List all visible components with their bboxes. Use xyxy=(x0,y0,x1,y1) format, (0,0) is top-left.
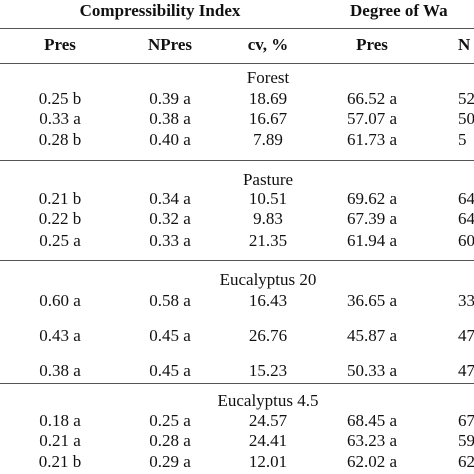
column-header: NPres xyxy=(147,35,193,54)
cell: 0.28 b xyxy=(38,130,82,149)
cell: 0.45 a xyxy=(149,361,191,380)
cell: 7.89 xyxy=(253,130,283,149)
cell: 63.23 a xyxy=(346,431,398,450)
cell: 0.43 a xyxy=(39,326,81,345)
cell: 0.33 a xyxy=(149,231,191,250)
cell: 0.40 a xyxy=(149,130,191,149)
cell: 16.43 xyxy=(248,291,288,310)
cell: 0.25 b xyxy=(38,89,82,108)
rule xyxy=(0,28,474,29)
cell: 18.69 xyxy=(248,89,288,108)
rule xyxy=(0,260,474,261)
cell: 15.23 xyxy=(248,361,288,380)
cell: 10.51 xyxy=(248,189,288,208)
cell: 61.94 a xyxy=(346,231,398,250)
cell: 21.35 xyxy=(248,231,288,250)
column-header: N xyxy=(458,35,471,54)
cell: 0.29 a xyxy=(149,452,191,471)
cell: 62.02 a xyxy=(346,452,398,471)
cell: 47 xyxy=(458,361,474,380)
cell: 0.21 b xyxy=(38,452,82,471)
cell: 59 xyxy=(458,431,474,450)
cell: 61.73 a xyxy=(346,130,398,149)
cell: 0.22 b xyxy=(38,209,82,228)
column-header: Pres xyxy=(356,35,388,54)
cell: 16.67 xyxy=(248,109,288,128)
cell: 9.83 xyxy=(253,209,283,228)
cell: 69.62 a xyxy=(346,189,398,208)
column-header: cv, % xyxy=(247,35,289,54)
cell: 0.45 a xyxy=(149,326,191,345)
cell: 26.76 xyxy=(248,326,288,345)
cell: 60 xyxy=(458,231,474,250)
cell: 67.39 a xyxy=(346,209,398,228)
section-label: Eucalyptus 4.5 xyxy=(217,391,319,410)
cell: 57.07 a xyxy=(346,109,398,128)
cell: 0.34 a xyxy=(149,189,191,208)
cell: 24.41 xyxy=(248,431,288,450)
cell: 47 xyxy=(458,326,474,345)
cell: 24.57 xyxy=(248,411,288,430)
cell: 0.25 a xyxy=(149,411,191,430)
cell: 64 xyxy=(458,209,474,228)
cell: 36.65 a xyxy=(346,291,398,310)
cell: 0.38 a xyxy=(149,109,191,128)
group-header: Compressibility Index xyxy=(79,1,241,20)
cell: 62 xyxy=(458,452,474,471)
rule xyxy=(0,383,474,384)
cell: 67 xyxy=(458,411,474,430)
cell: 45.87 a xyxy=(346,326,398,345)
cell: 33 xyxy=(458,291,474,310)
column-header: Pres xyxy=(44,35,76,54)
cell: 0.60 a xyxy=(39,291,81,310)
cell: 0.21 a xyxy=(39,431,81,450)
cell: 0.25 a xyxy=(39,231,81,250)
cell: 0.18 a xyxy=(39,411,81,430)
cell: 0.21 b xyxy=(38,189,82,208)
section-label: Pasture xyxy=(242,170,294,189)
cell: 0.33 a xyxy=(39,109,81,128)
cell: 66.52 a xyxy=(346,89,398,108)
group-header: Degree of Wa xyxy=(350,1,448,20)
cell: 5 xyxy=(458,130,467,149)
section-label: Forest xyxy=(246,68,290,87)
cell: 0.39 a xyxy=(149,89,191,108)
cell: 50.33 a xyxy=(346,361,398,380)
cell: 0.58 a xyxy=(149,291,191,310)
rule xyxy=(0,160,474,161)
cell: 64 xyxy=(458,189,474,208)
cell: 50 xyxy=(458,109,474,128)
cell: 0.28 a xyxy=(149,431,191,450)
cell: 12.01 xyxy=(248,452,288,471)
cell: 0.38 a xyxy=(39,361,81,380)
rule xyxy=(0,63,474,64)
cell: 52 xyxy=(458,89,474,108)
cell: 0.32 a xyxy=(149,209,191,228)
section-label: Eucalyptus 20 xyxy=(219,270,317,289)
cell: 68.45 a xyxy=(346,411,398,430)
